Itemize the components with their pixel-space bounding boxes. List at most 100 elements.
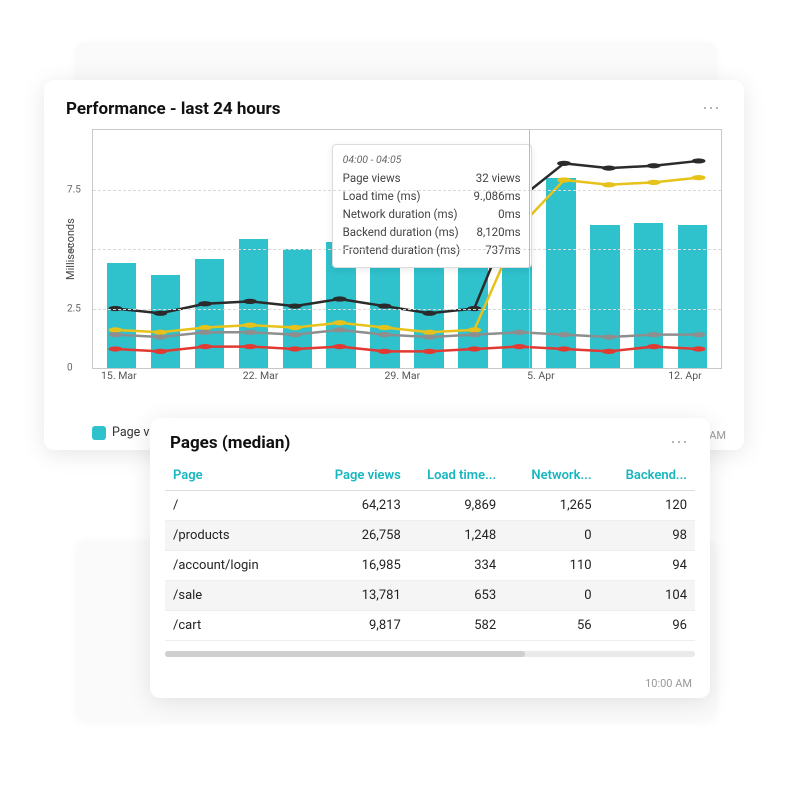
- legend-swatch: [92, 426, 106, 440]
- marker: [109, 346, 123, 351]
- table-cell: 64,213: [313, 491, 408, 521]
- marker: [692, 332, 706, 337]
- marker: [557, 177, 571, 182]
- tooltip-row: Page views32 views: [343, 170, 521, 188]
- table-cell: 110: [504, 551, 599, 581]
- table-title: Pages (median): [170, 433, 290, 453]
- y-tick-label: 0: [67, 363, 73, 374]
- table-header[interactable]: Backend...: [600, 461, 695, 491]
- marker: [512, 344, 526, 349]
- table-row[interactable]: /64,2139,8691,265120: [165, 491, 695, 521]
- table-cell: 653: [409, 581, 504, 611]
- table-row[interactable]: /account/login16,98533411094: [165, 551, 695, 581]
- chart-timestamp: AM: [709, 429, 726, 442]
- more-icon[interactable]: ⋯: [702, 98, 722, 119]
- marker: [423, 311, 437, 316]
- marker: [333, 296, 347, 301]
- marker: [557, 346, 571, 351]
- marker: [692, 346, 706, 351]
- x-tick-label: 5. Apr: [527, 369, 555, 382]
- marker: [467, 346, 481, 351]
- marker: [109, 327, 123, 332]
- marker: [423, 330, 437, 335]
- table-cell: /sale: [165, 581, 313, 611]
- table-cell: 9,817: [313, 611, 408, 641]
- table-cell: /cart: [165, 611, 313, 641]
- table-cell: 9,869: [409, 491, 504, 521]
- table-cell: 334: [409, 551, 504, 581]
- pages-table: PagePage viewsLoad time...Network...Back…: [165, 461, 695, 641]
- marker: [109, 332, 123, 337]
- marker: [153, 330, 167, 335]
- table-header[interactable]: Page views: [313, 461, 408, 491]
- marker: [333, 320, 347, 325]
- marker: [557, 332, 571, 337]
- marker: [602, 165, 616, 170]
- marker: [198, 325, 212, 330]
- marker: [198, 301, 212, 306]
- marker: [243, 323, 257, 328]
- table-row[interactable]: /products26,7581,248098: [165, 521, 695, 551]
- scrollbar-thumb[interactable]: [165, 651, 525, 657]
- table-row[interactable]: /sale13,7816530104: [165, 581, 695, 611]
- marker: [647, 344, 661, 349]
- table-row[interactable]: /cart9,8175825696: [165, 611, 695, 641]
- performance-title: Performance - last 24 hours: [66, 99, 281, 119]
- table-header[interactable]: Page: [165, 461, 313, 491]
- pages-table-card: Pages (median) ⋯ PagePage viewsLoad time…: [150, 418, 710, 698]
- marker: [243, 330, 257, 335]
- marker: [198, 330, 212, 335]
- table-cell: 13,781: [313, 581, 408, 611]
- table-cell: /: [165, 491, 313, 521]
- table-header[interactable]: Network...: [504, 461, 599, 491]
- marker: [378, 349, 392, 354]
- grid-line: [93, 190, 721, 191]
- x-tick-label: 12. Apr: [668, 369, 701, 382]
- marker: [288, 332, 302, 337]
- table-cell: 0: [504, 521, 599, 551]
- chart-area: 04:00 - 04:05 Page views32 viewsLoad tim…: [92, 129, 722, 389]
- table-cell: /account/login: [165, 551, 313, 581]
- marker: [153, 334, 167, 339]
- table-header[interactable]: Load time...: [409, 461, 504, 491]
- table-scrollbar[interactable]: [165, 651, 695, 657]
- marker: [692, 175, 706, 180]
- tooltip-row: Backend duration (ms)8,120ms: [343, 224, 521, 242]
- marker: [243, 344, 257, 349]
- table-cell: 0: [504, 581, 599, 611]
- tooltip-row: Network duration (ms)0ms: [343, 206, 521, 224]
- marker: [602, 182, 616, 187]
- table-cell: 1,248: [409, 521, 504, 551]
- hover-vline: [529, 130, 530, 368]
- table-cell: 56: [504, 611, 599, 641]
- grid-line: [93, 309, 721, 310]
- marker: [288, 325, 302, 330]
- table-cell: 26,758: [313, 521, 408, 551]
- marker: [153, 349, 167, 354]
- table-cell: 94: [600, 551, 695, 581]
- table-cell: 582: [409, 611, 504, 641]
- performance-card: Performance - last 24 hours ⋯ Millisecon…: [44, 80, 744, 450]
- table-cell: 120: [600, 491, 695, 521]
- marker: [333, 327, 347, 332]
- table-timestamp: 10:00 AM: [645, 677, 692, 690]
- marker: [467, 332, 481, 337]
- marker: [378, 332, 392, 337]
- y-tick-label: 2.5: [67, 303, 81, 314]
- marker: [467, 327, 481, 332]
- marker: [512, 330, 526, 335]
- marker: [602, 349, 616, 354]
- table-cell: 104: [600, 581, 695, 611]
- marker: [647, 180, 661, 185]
- tooltip-row: Frontend duration (ms)737ms: [343, 242, 521, 260]
- marker: [153, 311, 167, 316]
- x-tick-label: 15. Mar: [101, 369, 137, 382]
- more-icon[interactable]: ⋯: [670, 432, 690, 453]
- marker: [692, 158, 706, 163]
- y-tick-label: 7.5: [67, 184, 81, 195]
- marker: [423, 334, 437, 339]
- marker: [243, 299, 257, 304]
- grid-line: [93, 249, 721, 250]
- x-tick-label: 22. Mar: [243, 369, 279, 382]
- x-tick-label: 29. Mar: [385, 369, 421, 382]
